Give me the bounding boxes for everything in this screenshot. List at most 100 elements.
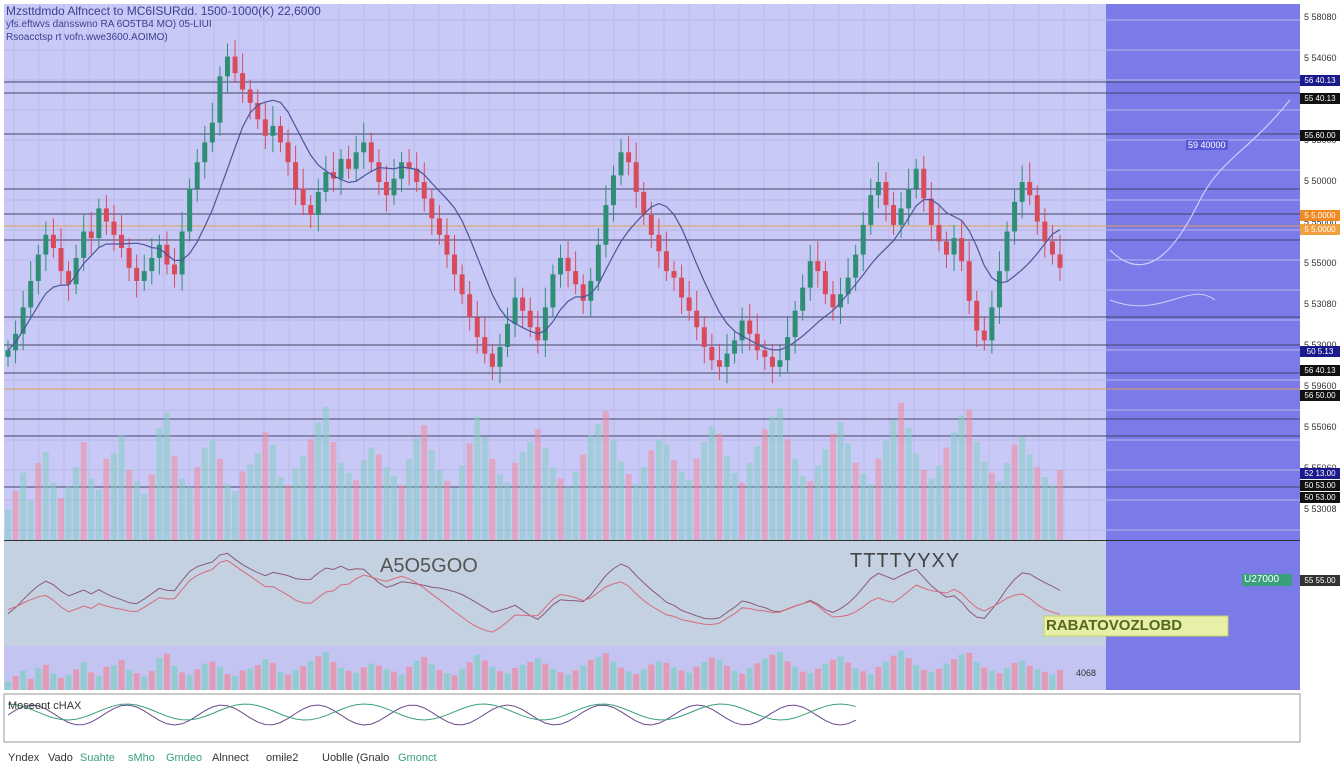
volume-bar xyxy=(686,479,693,540)
volume-bar xyxy=(50,482,57,540)
volume-bar xyxy=(648,450,655,540)
volume-bar xyxy=(209,440,216,540)
candle-body xyxy=(315,191,321,215)
volume-bar xyxy=(330,442,337,540)
candle-body xyxy=(633,162,639,192)
candle-body xyxy=(383,182,389,196)
lower-volume-bar xyxy=(292,669,299,690)
volume-bar xyxy=(443,481,450,540)
candle-body xyxy=(338,158,344,179)
candle-body xyxy=(1057,254,1063,268)
lower-volume-bar xyxy=(209,661,216,690)
price-badge: 5 5.0000 xyxy=(1300,224,1340,235)
price-box-label: 59 40000 xyxy=(1186,140,1228,150)
volume-bar xyxy=(701,442,708,540)
lower-volume-bar xyxy=(57,678,64,690)
volume-bar xyxy=(829,433,836,540)
chart-subtitle-1: yfs.eftwvs dansswno RA 6O5TB4 MO) 05-LIU… xyxy=(6,19,212,30)
candle-body xyxy=(747,320,753,334)
volume-bar xyxy=(618,461,625,540)
toolbar-item[interactable]: sMho xyxy=(128,752,155,764)
lower-volume-bar xyxy=(232,676,239,690)
lower-volume-bar xyxy=(565,674,572,690)
candle-body xyxy=(906,188,912,209)
volume-bar xyxy=(693,458,700,540)
volume-bar xyxy=(996,481,1003,540)
lower-volume-bar xyxy=(776,652,783,690)
toolbar-item[interactable]: Gmonct xyxy=(398,752,437,764)
price-tick-label: 5 59600 xyxy=(1304,381,1337,391)
lower-volume-bar xyxy=(27,678,34,690)
volume-bar xyxy=(860,474,867,540)
price-tick-label: 5 53000 xyxy=(1304,340,1337,350)
candle-body xyxy=(807,261,813,288)
lower-volume-bar xyxy=(542,663,549,690)
price-badge: 56 50.00 xyxy=(1300,390,1340,401)
volume-bar xyxy=(807,481,814,540)
volume-bar xyxy=(754,446,761,540)
lower-volume-bar xyxy=(799,671,806,690)
candle-body xyxy=(103,208,109,222)
candle-body xyxy=(217,76,223,123)
candle-body xyxy=(270,125,276,136)
oscillator-signal-line xyxy=(7,559,1061,633)
volume-bar xyxy=(890,419,897,540)
candle-body xyxy=(58,248,64,272)
toolbar-item[interactable]: Vado xyxy=(48,752,73,764)
lower-volume-bar xyxy=(739,673,746,690)
candle-body xyxy=(346,158,352,169)
lower-volume-bar xyxy=(981,667,988,690)
candle-body xyxy=(860,224,866,255)
toolbar-item[interactable]: Suahte xyxy=(80,752,115,764)
lower-volume-bar xyxy=(65,674,72,690)
indicator-panel xyxy=(3,693,1301,743)
lower-volume-bar xyxy=(882,661,889,690)
candle-body xyxy=(648,215,654,235)
lower-volume-bar xyxy=(141,676,148,690)
lower-volume-bar xyxy=(860,671,867,690)
toolbar-item[interactable]: Alnnect xyxy=(212,752,249,764)
candle-body xyxy=(883,182,889,206)
volume-bar xyxy=(224,484,231,540)
lower-volume-bar xyxy=(549,669,556,690)
volume-bar xyxy=(814,465,821,540)
lower-volume-bar xyxy=(655,661,662,690)
future-projection-zone xyxy=(1106,4,1300,690)
candle-body xyxy=(1049,241,1055,255)
lower-volume-bar xyxy=(95,675,102,690)
lower-volume-bar xyxy=(194,669,201,690)
toolbar-item[interactable]: Uoblle (Gnalo xyxy=(322,752,390,764)
lower-volume-bar xyxy=(875,666,882,690)
volume-bar xyxy=(572,471,579,540)
lower-volume-bar xyxy=(73,669,80,690)
volume-bar xyxy=(345,472,352,540)
candle-body xyxy=(134,267,140,281)
volume-bar xyxy=(776,408,783,540)
volume-bar xyxy=(958,415,965,540)
candle-body xyxy=(618,152,624,176)
candle-body xyxy=(762,350,768,357)
candle-body xyxy=(391,178,397,196)
candle-body xyxy=(853,254,859,278)
toolbar-item[interactable]: omile2 xyxy=(266,752,299,764)
lower-volume-bar xyxy=(966,652,973,690)
candle-body xyxy=(959,238,965,262)
price-tick-label: 5 58080 xyxy=(1304,12,1337,22)
candle-body xyxy=(913,168,919,189)
volume-bar xyxy=(42,451,49,540)
lower-volume-bar xyxy=(406,666,413,690)
yellow-annotation-text: RABATOVOZLOBD xyxy=(1046,617,1183,634)
toolbar-item[interactable]: Yndex xyxy=(8,752,40,764)
lower-volume-bar xyxy=(928,672,935,690)
lower-volume-bar xyxy=(784,661,791,690)
volume-bar xyxy=(973,442,980,540)
volume-bar xyxy=(966,409,973,540)
candle-body xyxy=(43,234,49,255)
volume-bar xyxy=(292,468,299,540)
candle-body xyxy=(323,172,329,192)
toolbar-item[interactable]: Gmdeo xyxy=(166,752,203,764)
candle-body xyxy=(641,191,647,215)
candle-body xyxy=(1019,182,1025,202)
candle-body xyxy=(557,257,563,275)
volume-bar xyxy=(527,442,534,540)
